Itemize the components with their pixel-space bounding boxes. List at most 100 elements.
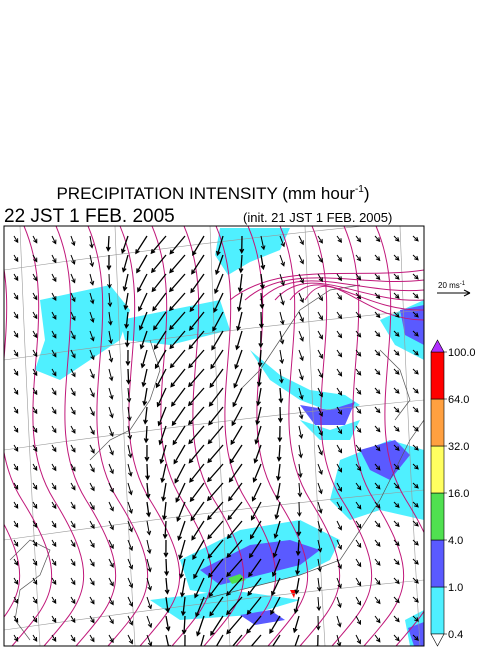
isobar <box>4 523 21 618</box>
wind-vector <box>208 387 224 407</box>
wind-vector <box>228 482 243 502</box>
wind-vector <box>145 463 151 481</box>
wind-vector <box>32 520 38 528</box>
wind-vector <box>141 368 148 388</box>
wind-vector <box>412 577 419 584</box>
valid-time: 22 JST 1 FEB. 2005 <box>4 206 175 227</box>
precip-intense <box>290 590 296 598</box>
wind-vector <box>32 292 38 301</box>
wind-vector <box>279 330 285 345</box>
title-main: PRECIPITATION INTENSITY (mm hour <box>56 184 355 203</box>
wind-vector <box>315 615 321 631</box>
wind-vector <box>108 615 114 625</box>
wind-vector <box>355 406 362 414</box>
wind-vector <box>374 311 381 319</box>
wind-vector <box>269 615 281 634</box>
wind-vector <box>13 387 19 395</box>
wind-vector <box>294 634 300 646</box>
wind-vector <box>214 273 224 295</box>
wind-vector <box>233 368 243 389</box>
wind-vector <box>32 349 38 358</box>
wind-vector <box>152 292 167 312</box>
wind-vector <box>355 235 362 243</box>
meridian <box>304 226 326 646</box>
wind-vector <box>191 520 205 541</box>
wind-vector <box>317 235 323 244</box>
wind-vector <box>126 387 132 403</box>
wind-vector <box>164 577 170 595</box>
wind-vector <box>143 425 149 444</box>
wind-vector <box>70 273 76 284</box>
wind-vector <box>256 368 262 387</box>
colorbar-label: 32.0 <box>448 441 469 453</box>
wind-vector <box>169 349 186 369</box>
wind-vector <box>393 482 400 489</box>
wind-vector <box>228 463 243 483</box>
wind-vector <box>279 311 285 326</box>
wind-vector <box>207 558 224 579</box>
wind-vector <box>336 444 343 454</box>
wind-vector <box>13 463 19 471</box>
isobar <box>119 226 181 646</box>
wind-vector <box>374 577 381 586</box>
wind-vector <box>108 596 114 606</box>
wind-vector <box>107 273 112 289</box>
wind-vector <box>292 615 300 634</box>
wind-vector <box>412 634 419 641</box>
wind-vector <box>140 349 148 369</box>
wind-vector <box>142 387 148 407</box>
wind-vector <box>146 596 153 610</box>
wind-vector <box>355 482 362 491</box>
wind-vector <box>231 406 243 427</box>
wind-vector <box>108 558 114 568</box>
wind-vector <box>336 501 342 512</box>
wind-vector <box>251 482 262 502</box>
wind-vector <box>258 311 264 329</box>
key-arrowhead <box>463 289 471 297</box>
wind-vector <box>215 634 224 646</box>
wind-vector <box>355 387 362 395</box>
wind-vector <box>374 520 381 528</box>
wind-vector <box>188 444 205 464</box>
colorbar-segment <box>430 492 445 541</box>
wind-vector <box>412 273 419 280</box>
wind-vector <box>206 501 224 521</box>
wind-vector <box>374 463 381 471</box>
wind-vector <box>177 520 186 542</box>
wind-vector <box>246 615 262 634</box>
colorbar-over <box>430 339 445 353</box>
wind-vector <box>374 482 381 490</box>
wind-vector <box>108 425 114 438</box>
wind-vector <box>108 577 114 587</box>
wind-vector <box>374 368 381 376</box>
wind-vector <box>297 463 303 478</box>
wind-vector <box>108 387 114 400</box>
wind-vector <box>246 596 262 615</box>
wind-vector <box>159 444 167 465</box>
wind-vector <box>184 634 186 646</box>
wind-vector <box>70 387 76 397</box>
isobar <box>279 226 341 646</box>
wind-vector <box>336 463 343 473</box>
wind-vector <box>412 368 419 375</box>
wind-vector <box>70 330 76 340</box>
wind-vector <box>51 539 57 548</box>
wind-vector <box>297 501 302 517</box>
wind-vector <box>13 615 19 623</box>
wind-vector <box>163 539 169 558</box>
wind-vector <box>190 273 205 294</box>
wind-vector <box>127 482 133 496</box>
parallel <box>4 226 367 271</box>
wind-vector <box>196 615 205 637</box>
wind-vector <box>127 425 133 440</box>
wind-vector <box>271 577 281 597</box>
wind-vector <box>187 387 205 407</box>
wind-vector <box>236 311 243 332</box>
wind-vector <box>13 273 19 282</box>
wind-vector <box>127 444 133 459</box>
wind-vector <box>393 463 400 470</box>
wind-vector <box>51 349 57 358</box>
wind-vector <box>317 273 323 283</box>
wind-vector <box>412 235 419 242</box>
wind-vector <box>298 387 304 401</box>
